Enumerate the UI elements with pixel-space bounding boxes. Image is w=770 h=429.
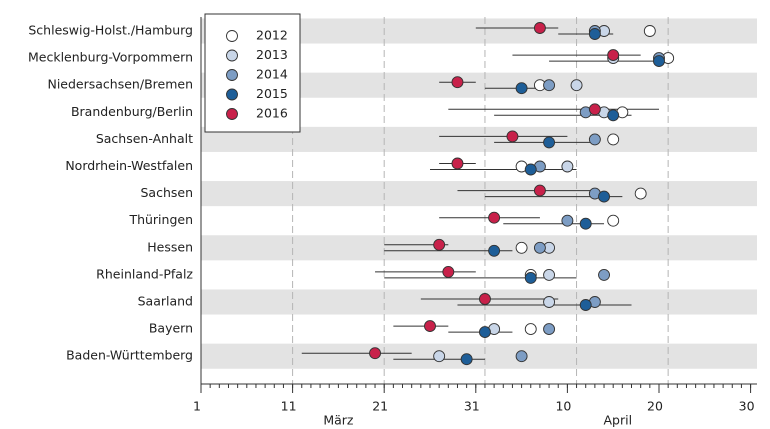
dot xyxy=(533,22,546,34)
dot xyxy=(488,211,501,224)
row-band xyxy=(201,343,757,369)
dot xyxy=(607,49,620,62)
dot xyxy=(543,136,556,149)
dot xyxy=(515,241,528,254)
legend-label: 2015 xyxy=(256,86,288,101)
y-tick-label: Brandenburg/Berlin xyxy=(71,104,193,119)
y-tick-label: Schleswig-Holst./Hamburg xyxy=(28,23,193,38)
dot xyxy=(524,323,537,336)
y-tick-label: Baden-Württemberg xyxy=(66,348,193,363)
dot xyxy=(533,241,546,254)
row-band xyxy=(201,235,757,261)
dot xyxy=(479,293,491,305)
dot xyxy=(433,350,446,363)
dot xyxy=(570,79,583,92)
dot xyxy=(524,163,537,176)
dot xyxy=(598,190,610,203)
dot xyxy=(561,160,574,173)
y-tick-label: Mecklenburg-Vorpommern xyxy=(28,50,193,65)
x-tick-label: 11 xyxy=(281,399,297,414)
dot xyxy=(561,214,574,227)
y-tick-label: Niedersachsen/Bremen xyxy=(47,77,193,92)
legend-marker xyxy=(226,108,238,120)
x-tick-label: 20 xyxy=(647,399,663,414)
legend-box xyxy=(204,13,301,133)
legend-label: 2014 xyxy=(256,67,288,82)
dot xyxy=(451,76,464,89)
dot xyxy=(524,271,537,284)
y-tick-label: Sachsen-Anhalt xyxy=(96,131,193,146)
dot xyxy=(515,350,528,363)
dot xyxy=(543,268,556,281)
dot xyxy=(515,82,528,95)
dot xyxy=(433,238,446,251)
dot xyxy=(543,323,556,336)
legend-marker xyxy=(226,69,238,81)
dot xyxy=(643,25,656,37)
x-tick-label: 31 xyxy=(464,399,480,414)
dot xyxy=(579,217,592,230)
x-tick-label: 1 xyxy=(193,399,201,414)
dot xyxy=(543,296,556,308)
y-tick-label: Bayern xyxy=(149,321,193,336)
dot xyxy=(588,103,601,116)
dot xyxy=(533,184,546,197)
dot xyxy=(451,157,464,170)
dot xyxy=(506,130,519,143)
row-band xyxy=(201,181,757,207)
y-tick-label: Sachsen xyxy=(140,185,193,200)
dot xyxy=(488,244,501,257)
dot xyxy=(653,55,665,68)
x-tick-label: 21 xyxy=(372,399,388,414)
row-band xyxy=(201,289,757,315)
y-tick-label: Nordrhein-Westfalen xyxy=(65,158,193,173)
dot xyxy=(607,109,620,122)
dot xyxy=(442,265,455,278)
y-tick-label: Hessen xyxy=(147,239,193,254)
dot xyxy=(607,133,620,146)
dot xyxy=(479,326,491,339)
dot xyxy=(588,28,601,40)
legend-label: 2016 xyxy=(256,106,288,121)
dot xyxy=(543,79,556,92)
dot xyxy=(598,268,610,281)
x-tick-label: 30 xyxy=(739,399,755,414)
y-tick-label: Thüringen xyxy=(128,212,193,227)
dot xyxy=(607,214,620,227)
legend-marker xyxy=(226,88,238,101)
month-label: April xyxy=(603,413,632,428)
dot xyxy=(634,187,647,200)
month-label: März xyxy=(323,413,354,428)
x-tick-label: 10 xyxy=(555,399,571,414)
dot xyxy=(424,320,436,333)
dot xyxy=(460,353,473,366)
legend-label: 2013 xyxy=(256,47,288,62)
legend-marker xyxy=(226,49,238,62)
legend-label: 2012 xyxy=(256,28,288,43)
legend-marker xyxy=(226,30,238,42)
dot xyxy=(588,133,601,146)
dot xyxy=(579,299,592,311)
dot xyxy=(369,347,381,360)
y-tick-label: Rheinland-Pfalz xyxy=(96,266,193,281)
y-tick-label: Saarland xyxy=(138,294,193,309)
